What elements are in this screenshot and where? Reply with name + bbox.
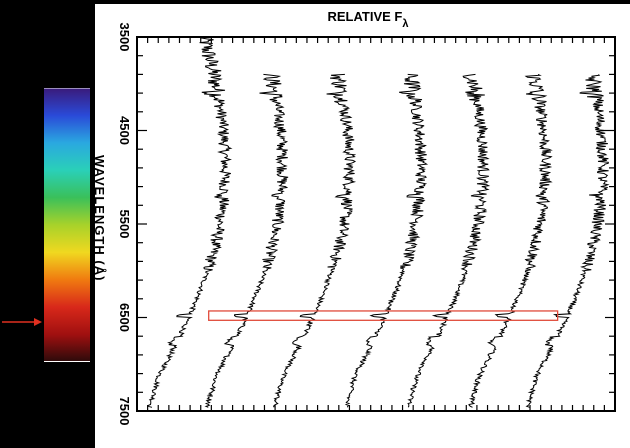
y-tick-label: 4500 <box>117 116 132 145</box>
x-tick-marks <box>147 37 605 411</box>
spectrum-line <box>273 73 357 408</box>
spectrum-line <box>204 73 289 408</box>
spectrum-line <box>468 73 553 408</box>
chart-title-text: RELATIVE F <box>328 9 403 24</box>
spectra-group <box>147 36 610 408</box>
colorbar-gradient <box>44 88 90 362</box>
y-tick-label: 6500 <box>117 303 132 332</box>
chart-title: RELATIVE Fλ <box>328 9 409 30</box>
highlight-box <box>208 310 559 321</box>
spectrum-line <box>344 73 429 408</box>
spectra-plot: RELATIVE Fλ 3500 4500 5500 6500 7500 <box>117 9 616 426</box>
plot-frame <box>136 36 616 412</box>
y-tick-label: 7500 <box>117 397 132 426</box>
spectrum-line <box>525 74 610 408</box>
plot-panel: RELATIVE Fλ 3500 4500 5500 6500 7500 <box>95 4 630 448</box>
arrow-icon <box>2 318 42 326</box>
y-tick-label: 5500 <box>117 210 132 239</box>
y-tick-marks <box>137 36 615 412</box>
arrow-head <box>34 318 42 326</box>
spectrum-line <box>147 36 233 408</box>
chart-title-subscript: λ <box>402 18 408 30</box>
y-tick-label: 3500 <box>117 23 132 52</box>
y-tick-labels: 3500 4500 5500 6500 7500 <box>117 23 132 426</box>
colorbar-label: WAVELENGTH (Å) <box>92 155 107 282</box>
spectrum-line <box>407 73 491 408</box>
wavelength-colorbar <box>44 88 90 362</box>
